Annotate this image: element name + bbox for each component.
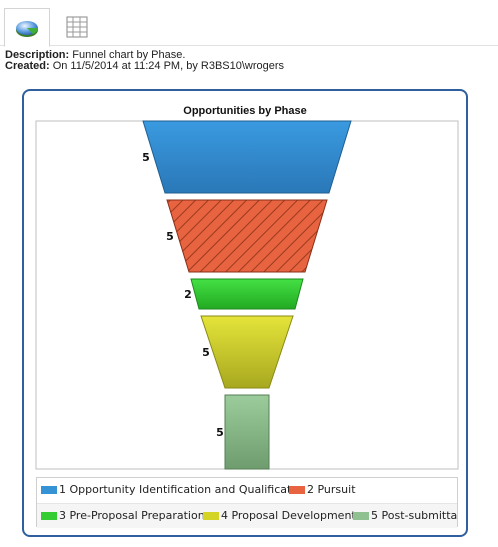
view-tab-bar [0,0,498,47]
description-line: Description: Funnel chart by Phase. [5,50,284,61]
legend-label-stage-4: 4 Proposal Development [221,509,356,522]
description-label: Description: [5,49,70,61]
legend-row-1: 1 Opportunity Identification and Qualifi… [37,478,457,502]
funnel-stage-4[interactable] [200,315,294,389]
description-value: Funnel chart by Phase. [72,49,186,61]
funnel-value-label-2: 5 [166,230,174,243]
chart-view-tab[interactable] [4,8,50,47]
legend-label-stage-5: 5 Post-submittal [371,509,457,522]
funnel-chart: 5 5 2 5 5 [35,120,459,470]
created-line: Created: On 11/5/2014 at 11:24 PM, by R3… [5,61,284,72]
chart-title: Opportunities by Phase [183,105,307,117]
chart-legend: 1 Opportunity Identification and Qualifi… [36,477,458,528]
funnel-value-label-1: 5 [142,151,150,164]
pie-chart-icon [16,20,39,37]
funnel-marks: 5 5 2 5 5 [142,120,352,470]
legend-swatch-stage-5 [353,512,369,520]
legend-swatch-stage-1 [41,486,57,494]
legend-label-stage-2: 2 Pursuit [307,483,356,496]
legend-row-2: 3 Pre-Proposal Preparation 4 Proposal De… [37,503,457,528]
funnel-value-label-5: 5 [216,426,224,439]
legend-label-stage-1: 1 Opportunity Identification and Qualifi… [59,483,309,496]
legend-item-stage-2[interactable]: 2 Pursuit [289,484,356,496]
legend-swatch-stage-4 [203,512,219,520]
legend-item-stage-4[interactable]: 4 Proposal Development [203,510,356,522]
legend-swatch-stage-2 [289,486,305,494]
funnel-stage-5[interactable] [224,394,270,470]
table-view-tab[interactable] [54,8,100,46]
legend-item-stage-5[interactable]: 5 Post-submittal [353,510,457,522]
report-meta: Description: Funnel chart by Phase. Crea… [5,50,284,72]
legend-item-stage-1[interactable]: 1 Opportunity Identification and Qualifi… [41,484,308,496]
funnel-value-label-4: 5 [202,346,210,359]
funnel-value-label-3: 2 [184,288,192,301]
created-value: On 11/5/2014 at 11:24 PM, by R3BS10\wrog… [52,60,285,72]
legend-item-stage-3[interactable]: 3 Pre-Proposal Preparation [41,510,205,522]
grid-table-icon [66,16,88,38]
created-label: Created: [5,60,50,72]
chart-panel: Opportunities by Phase 5 5 2 5 5 [22,89,468,537]
funnel-stage-3[interactable] [190,278,304,310]
funnel-stage-1[interactable] [142,120,352,194]
legend-swatch-stage-3 [41,512,57,520]
funnel-stage-2[interactable] [166,199,328,273]
legend-label-stage-3: 3 Pre-Proposal Preparation [59,509,205,522]
